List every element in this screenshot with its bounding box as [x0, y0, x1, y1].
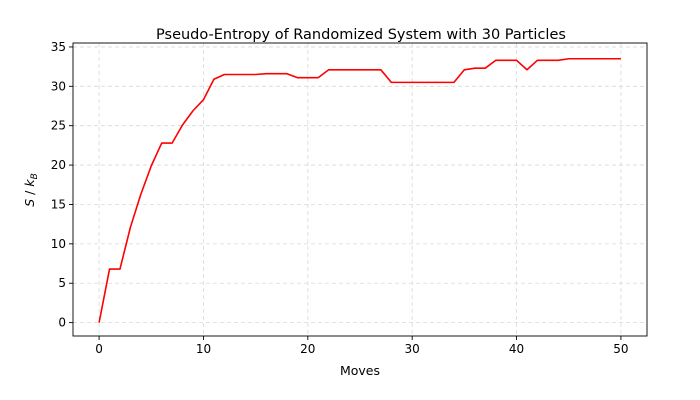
- y-tick-label: 5: [58, 276, 66, 290]
- x-tick-label: 40: [509, 342, 524, 356]
- y-tick-label: 25: [51, 119, 66, 133]
- grid-lines: [73, 43, 647, 336]
- x-tick-label: 20: [300, 342, 315, 356]
- y-tick-label: 30: [51, 79, 66, 93]
- y-axis-label-sub: B: [30, 173, 40, 179]
- y-tick-label: 10: [51, 237, 66, 251]
- y-axis-label-k: k: [22, 179, 37, 187]
- chart-title: Pseudo-Entropy of Randomized System with…: [156, 27, 566, 43]
- y-axis-label-s: S: [22, 199, 37, 207]
- axis-ticks: 0 10 20 30 40 50 0 5 10 15 20 25 30 35: [51, 40, 629, 356]
- plot-frame: [72, 42, 648, 337]
- y-tick-label: 15: [51, 197, 66, 211]
- x-tick-label: 30: [405, 342, 420, 356]
- y-axis-label-slash: /: [22, 187, 37, 199]
- x-tick-label: 0: [95, 342, 103, 356]
- y-tick-label: 35: [51, 40, 66, 54]
- series-layer: [98, 57, 621, 323]
- y-tick-label: 20: [51, 158, 66, 172]
- y-axis-label: S / kB: [22, 173, 40, 207]
- x-tick-label: 50: [613, 342, 628, 356]
- y-tick-label: 0: [58, 316, 66, 330]
- entropy-series-line: [98, 57, 621, 323]
- x-tick-label: 10: [196, 342, 211, 356]
- x-axis-label: Moves: [340, 363, 380, 378]
